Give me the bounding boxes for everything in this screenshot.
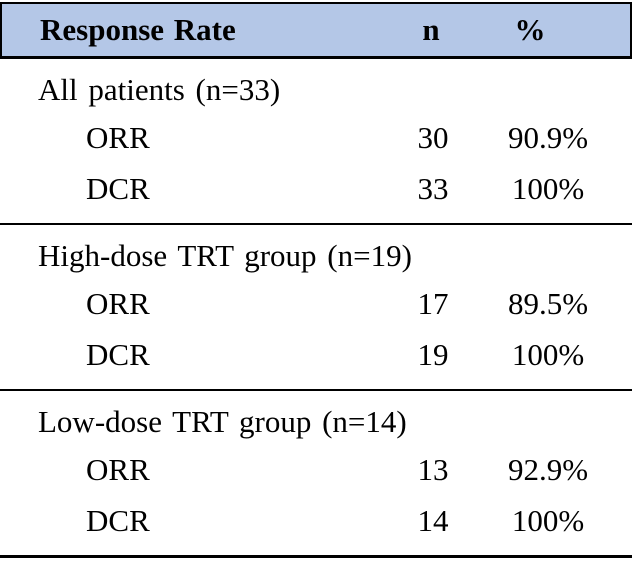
cell-n: 30 (417, 119, 449, 155)
table-section-all-patients: All patients (n=33) ORR 30 90.9% DCR 33 … (0, 59, 632, 225)
table-row: ORR 13 92.9% (0, 444, 632, 495)
cell-n: 14 (417, 502, 449, 538)
group-label: High-dose TRT group (n=19) (38, 237, 412, 273)
row-label: DCR (86, 336, 150, 372)
header-n: n (386, 12, 476, 48)
cell-n: 19 (417, 336, 449, 372)
row-label: ORR (86, 119, 150, 155)
header-response-rate: Response Rate (40, 12, 236, 47)
row-label: DCR (86, 170, 150, 206)
table-header-row: Response Rate n % (0, 2, 632, 59)
cell-n: 13 (417, 451, 449, 487)
group-label: All patients (n=33) (38, 71, 281, 107)
header-n-label: n (422, 12, 440, 47)
table-section-high-dose: High-dose TRT group (n=19) ORR 17 89.5% … (0, 225, 632, 391)
row-label: ORR (86, 451, 150, 487)
cell-percent: 100% (511, 336, 585, 372)
cell-n: 17 (417, 285, 449, 321)
cell-n: 33 (417, 170, 449, 206)
group-label-row: High-dose TRT group (n=19) (0, 233, 632, 278)
group-label: Low-dose TRT group (n=14) (38, 403, 407, 439)
table-row: DCR 19 100% (0, 329, 632, 380)
header-percent: % (476, 12, 616, 48)
cell-percent: 100% (511, 170, 585, 206)
table-section-low-dose: Low-dose TRT group (n=14) ORR 13 92.9% D… (0, 391, 632, 558)
row-label: ORR (86, 285, 150, 321)
group-label-row: All patients (n=33) (0, 67, 632, 112)
table-row: ORR 17 89.5% (0, 278, 632, 329)
cell-percent: 100% (511, 502, 585, 538)
row-label: DCR (86, 502, 150, 538)
cell-percent: 90.9% (507, 119, 589, 155)
table-row: DCR 33 100% (0, 163, 632, 214)
header-percent-label: % (514, 12, 546, 47)
table-row: ORR 30 90.9% (0, 112, 632, 163)
cell-percent: 92.9% (507, 451, 589, 487)
group-label-row: Low-dose TRT group (n=14) (0, 399, 632, 444)
table-row: DCR 14 100% (0, 495, 632, 546)
cell-percent: 89.5% (507, 285, 589, 321)
